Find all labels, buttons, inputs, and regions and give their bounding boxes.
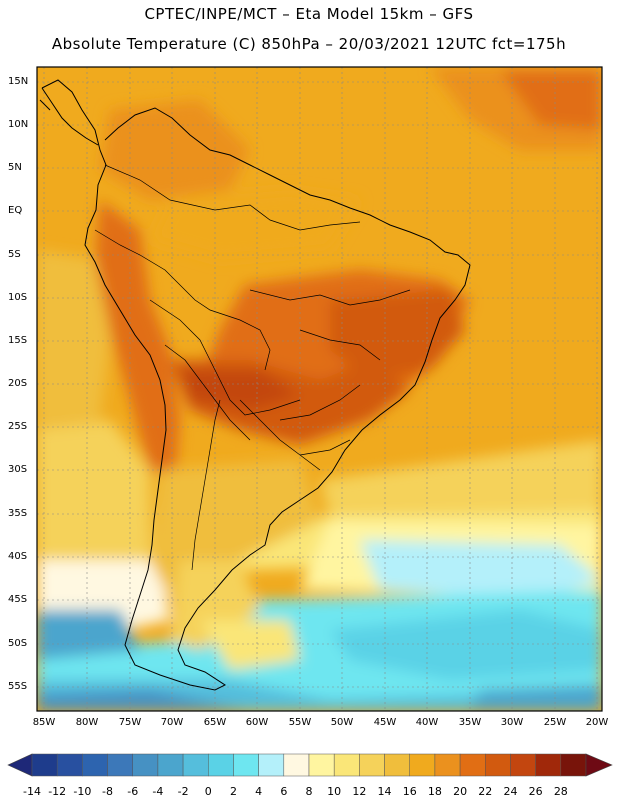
colorbar-swatch xyxy=(132,753,159,777)
lat-label-5n: 5N xyxy=(8,162,22,173)
colorbar-tick-label: 12 xyxy=(352,785,367,798)
lon-label-85w: 85W xyxy=(32,717,56,728)
lat-label-40s: 40S xyxy=(8,551,28,562)
lon-label-30w: 30W xyxy=(500,717,524,728)
lat-label-5s: 5S xyxy=(8,249,21,260)
lat-label-35s: 35S xyxy=(8,508,28,519)
colorbar-swatch xyxy=(182,753,209,777)
lon-label-35w: 35W xyxy=(458,717,482,728)
lat-label-15s: 15S xyxy=(8,335,28,346)
lon-label-55w: 55W xyxy=(288,717,312,728)
graticule xyxy=(37,67,602,711)
lat-label-10s: 10S xyxy=(8,292,28,303)
lat-label-25s: 25S xyxy=(8,421,28,432)
lat-label-30s: 30S xyxy=(8,464,28,475)
colorbar-tick-label: 24 xyxy=(503,785,518,798)
lat-label-20s: 20S xyxy=(8,378,28,389)
temperature-field xyxy=(37,67,602,711)
colorbar-tick-label: 28 xyxy=(553,785,568,798)
colorbar-swatch xyxy=(510,753,536,777)
colorbar-swatch xyxy=(157,753,184,777)
colorbar-swatch xyxy=(233,753,259,777)
colorbar-tick-label: 20 xyxy=(453,785,468,798)
colorbar-swatch xyxy=(258,753,285,777)
colorbar-swatch xyxy=(560,753,587,777)
colorbar-swatch xyxy=(359,753,385,777)
lon-label-65w: 65W xyxy=(203,717,227,728)
colorbar-tick-label: 4 xyxy=(255,785,263,798)
lat-label-55s: 55S xyxy=(8,681,28,692)
colorbar-swatch xyxy=(308,753,335,777)
colorbar-tick-label: 26 xyxy=(528,785,543,798)
lon-label-20w: 20W xyxy=(585,717,609,728)
colorbar-swatch xyxy=(107,753,133,777)
colorbar-tick-label: -12 xyxy=(48,785,67,798)
colorbar-tick-label: -8 xyxy=(102,785,114,798)
map-subtitle: Absolute Temperature (C) 850hPa – 20/03/… xyxy=(51,35,567,53)
colorbar-swatch xyxy=(208,753,234,777)
colorbar-tick-label: -6 xyxy=(127,785,139,798)
colorbar-swatch xyxy=(283,753,310,777)
colorbar xyxy=(7,753,613,777)
colorbar-swatch xyxy=(82,753,108,777)
lat-label-50s: 50S xyxy=(8,638,28,649)
colorbar-swatch xyxy=(535,753,562,777)
borders xyxy=(94,164,411,571)
lon-label-25w: 25W xyxy=(543,717,567,728)
colorbar-over-arrow xyxy=(585,753,613,777)
colorbar-tick-label: 18 xyxy=(427,785,442,798)
colorbar-swatch xyxy=(56,753,83,777)
lon-label-70w: 70W xyxy=(160,717,184,728)
colorbar-tick-label: 0 xyxy=(204,785,212,798)
colorbar-tick-label: 16 xyxy=(402,785,417,798)
colorbar-swatch xyxy=(333,753,360,777)
lon-label-80w: 80W xyxy=(75,717,99,728)
colorbar-tick-label: -10 xyxy=(73,785,92,798)
colorbar-under-arrow xyxy=(7,753,33,777)
colorbar-swatch xyxy=(384,753,410,777)
colorbar-tick-label: 10 xyxy=(327,785,342,798)
map-title: CPTEC/INPE/MCT – Eta Model 15km – GFS xyxy=(144,5,474,23)
colorbar-swatch xyxy=(434,753,461,777)
colorbar-tick-label: -14 xyxy=(23,785,41,798)
lon-label-60w: 60W xyxy=(245,717,269,728)
lat-label-eq: EQ xyxy=(8,205,23,216)
colorbar-tick-label: 8 xyxy=(305,785,313,798)
colorbar-tick-label: 2 xyxy=(229,785,237,798)
lat-label-10n: 10N xyxy=(8,119,29,130)
lat-label-15n: 15N xyxy=(8,76,29,87)
colorbar-tick-label: 22 xyxy=(478,785,493,798)
colorbar-swatch xyxy=(485,753,511,777)
colorbar-swatch xyxy=(459,753,486,777)
lon-label-75w: 75W xyxy=(118,717,142,728)
lon-label-40w: 40W xyxy=(415,717,439,728)
colorbar-tick-label: 14 xyxy=(377,785,392,798)
coastlines xyxy=(39,79,471,691)
colorbar-tick-label: -4 xyxy=(152,785,164,798)
lon-label-45w: 45W xyxy=(373,717,397,728)
lat-label-45s: 45S xyxy=(8,594,28,605)
colorbar-tick-label: -2 xyxy=(177,785,189,798)
colorbar-swatch xyxy=(409,753,436,777)
map-frame xyxy=(36,66,603,712)
colorbar-tick-label: 6 xyxy=(280,785,288,798)
lon-label-50w: 50W xyxy=(330,717,354,728)
colorbar-swatch xyxy=(31,753,58,777)
